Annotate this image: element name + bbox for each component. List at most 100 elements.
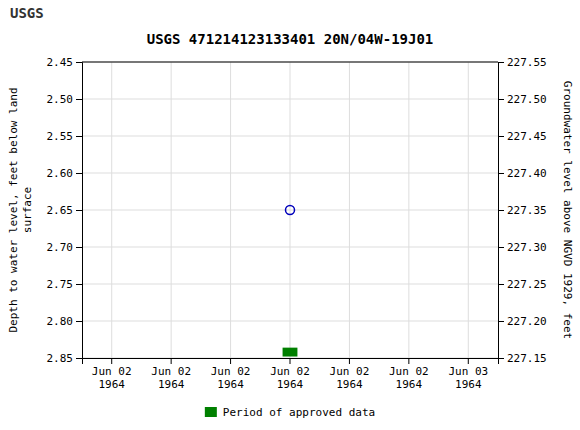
x-axis-tick-mark	[230, 358, 231, 364]
y-axis-tick-label: 2.75	[47, 278, 74, 291]
grid	[82, 62, 498, 358]
y-axis-tick-mark	[76, 173, 82, 174]
x-axis-tick-label: Jun 021964	[330, 365, 370, 391]
legend: Period of approved data	[205, 406, 375, 419]
x-axis-tick-label: Jun 021964	[92, 365, 132, 391]
x-axis-tick-mark	[171, 358, 172, 364]
y2-axis-tick-mark	[498, 321, 504, 322]
y2-axis-tick-label: 227.35	[507, 204, 547, 217]
y-axis-line	[76, 63, 83, 359]
y-axis-tick-label: 2.60	[47, 167, 74, 180]
y-axis-tick-mark	[76, 136, 82, 137]
x-axis: Jun 021964 Jun 021964 Jun 021964 Jun 021964…	[83, 358, 499, 391]
grid-line	[230, 62, 231, 358]
legend-swatch	[205, 407, 217, 417]
y2-axis-tick-label: 227.55	[507, 56, 547, 69]
y-axis-tick-label: 2.65	[47, 204, 74, 217]
y-axis-tick-mark	[76, 321, 82, 322]
x-axis-tick-mark	[349, 358, 350, 364]
x-axis-tick: Jun 021964	[389, 358, 429, 391]
y-axis-tick: 2.60	[47, 167, 83, 180]
y-axis-tick-mark	[76, 358, 82, 359]
plot: 2.45 2.50 2.55 2.60 2.65 2.70 2.75 2.80 2.85 227.…	[7, 56, 574, 391]
x-axis-tick: Jun 021964	[151, 358, 191, 391]
y-axis-tick: 2.80	[47, 315, 83, 328]
series	[286, 206, 295, 215]
y2-axis-tick-mark	[498, 99, 504, 100]
legend-label: Period of approved data	[223, 406, 375, 419]
grid-line	[349, 62, 350, 358]
y2-axis: 227.55 227.50 227.45 227.40 227.35 227.30 227.…	[498, 56, 547, 365]
y-axis-tick: 2.55	[47, 130, 83, 143]
y2-axis-tick-mark	[498, 136, 504, 137]
y2-axis-line	[499, 63, 505, 359]
y2-axis-tick-label: 227.15	[507, 352, 547, 365]
y2-axis-tick: 227.35	[498, 204, 547, 217]
grid-line	[82, 62, 498, 63]
y-axis-tick-label: 2.70	[47, 241, 74, 254]
y2-axis-tick-label: 227.50	[507, 93, 547, 106]
grid-line	[408, 62, 409, 358]
series	[283, 348, 298, 357]
y2-axis-tick: 227.20	[498, 315, 547, 328]
y2-axis-tick: 227.40	[498, 167, 547, 180]
y2-axis-tick-mark	[498, 62, 504, 63]
y-axis-tick-label: 2.50	[47, 93, 74, 106]
y-axis-tick-label: 2.80	[47, 315, 74, 328]
x-axis-tick: Jun 021964	[211, 358, 251, 391]
x-axis-tick: Jun 031964	[448, 358, 488, 391]
y2-axis-tick: 227.15	[498, 352, 547, 365]
grid-line	[290, 62, 291, 358]
y-axis-tick-mark	[76, 284, 82, 285]
title: USGS 471214123133401 20N/04W-19J01	[147, 31, 434, 47]
y-axis-tick: 2.75	[47, 278, 83, 291]
x-axis-tick-label: Jun 021964	[211, 365, 251, 391]
y-axis-tick-label: 2.55	[47, 130, 74, 143]
y2-axis-tick: 227.55	[498, 56, 547, 69]
x-axis-tick-label: Jun 021964	[389, 365, 429, 391]
frame	[82, 62, 498, 63]
y-axis-tick: 2.45	[47, 56, 83, 69]
point	[286, 206, 295, 215]
y2-axis-tick: 227.25	[498, 278, 547, 291]
y2-axis-label: Groundwater level above NGVD 1929, feet	[561, 81, 574, 339]
y2-axis-tick-mark	[498, 210, 504, 211]
x-axis-tick: Jun 021964	[330, 358, 370, 391]
y-axis-tick-mark	[76, 62, 82, 63]
y2-axis-tick-mark	[498, 284, 504, 285]
y-axis-tick: 2.50	[47, 93, 83, 106]
y-axis-label: Depth to water level, feet below landsur…	[7, 87, 33, 332]
y2-axis-tick-mark	[498, 247, 504, 248]
y2-axis-tick: 227.45	[498, 130, 547, 143]
y-axis-tick: 2.85	[47, 352, 83, 365]
x-axis-tick-label: Jun 031964	[448, 365, 488, 391]
y-axis-tick-label: 2.85	[47, 352, 74, 365]
y-axis-tick-mark	[76, 99, 82, 100]
grid-line	[171, 62, 172, 358]
legend-item: Period of approved data	[205, 406, 375, 419]
y-axis-tick: 2.70	[47, 241, 83, 254]
chart: USGS USGS 471214123133401 20N/04W-19J01 2.…	[0, 0, 580, 430]
grid-line	[111, 62, 112, 358]
grid-line	[468, 62, 469, 358]
x-axis-tick: Jun 021964	[92, 358, 132, 391]
x-axis-line	[83, 359, 499, 365]
x-axis-tick-label: Jun 021964	[270, 365, 310, 391]
y2-axis-tick-label: 227.20	[507, 315, 547, 328]
x-axis-tick: Jun 021964	[270, 358, 310, 391]
y2-axis-tick-label: 227.30	[507, 241, 547, 254]
x-axis-tick-label: Jun 021964	[151, 365, 191, 391]
y2-axis-tick: 227.50	[498, 93, 547, 106]
x-axis-tick-mark	[408, 358, 409, 364]
y-axis-tick-mark	[76, 210, 82, 211]
bar	[283, 348, 298, 357]
x-axis-tick-mark	[468, 358, 469, 364]
x-axis-tick-mark	[290, 358, 291, 364]
y-axis-tick: 2.65	[47, 204, 83, 217]
x-axis-tick-mark	[111, 358, 112, 364]
marks	[283, 206, 298, 357]
y2-axis-tick-label: 227.45	[507, 130, 547, 143]
y2-axis-tick-mark	[498, 173, 504, 174]
annotation: USGS	[10, 5, 44, 21]
y-axis-tick-label: 2.45	[47, 56, 74, 69]
